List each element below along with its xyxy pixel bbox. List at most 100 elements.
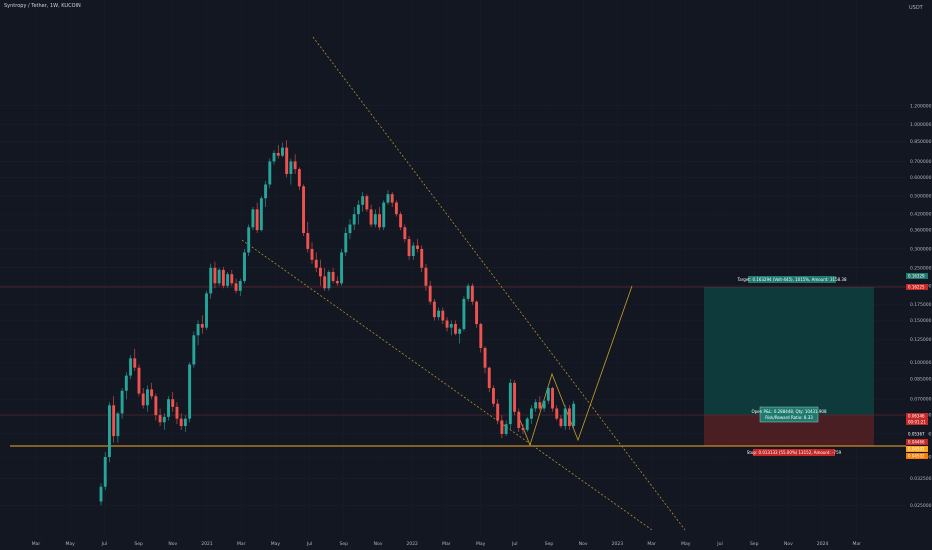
x-tick-label: May xyxy=(681,541,691,547)
candle-body xyxy=(373,214,377,225)
candle-body xyxy=(318,267,322,277)
candle-body xyxy=(335,280,339,284)
price-tag-6: 0.04466 xyxy=(908,440,925,445)
candle-body xyxy=(504,424,508,434)
candles xyxy=(99,140,576,506)
x-tick-label: Nov xyxy=(374,541,383,547)
candle-body xyxy=(179,418,183,427)
candle-body xyxy=(314,259,318,268)
candle-body xyxy=(251,209,255,228)
y-tick-label: 1.200000 xyxy=(910,103,932,109)
candle-body xyxy=(534,402,538,409)
candle-body xyxy=(424,267,428,286)
candle-body xyxy=(167,399,170,417)
x-axis: Mar May Jul Sep Nov 2021 Mar May Jul Sep Nov 2022 Ma… xyxy=(32,541,861,547)
price-tag-1-box xyxy=(906,273,928,279)
candle-body xyxy=(462,298,466,330)
entry-label-2: Risk/Reward Ratio: 8.33 xyxy=(765,415,813,420)
x-tick-label: May xyxy=(476,541,486,547)
candle-body xyxy=(525,418,529,430)
candle-body xyxy=(133,358,137,368)
candle-body xyxy=(323,276,327,289)
y-tick-label: 0.085000 xyxy=(910,377,932,383)
y-tick-label: 0.250000 xyxy=(910,265,932,271)
candle-body xyxy=(129,358,132,376)
candle-body xyxy=(331,271,335,281)
candle-body xyxy=(192,335,196,365)
candle-body xyxy=(428,285,432,302)
candle-body xyxy=(445,320,449,328)
candle-body xyxy=(487,367,491,389)
x-tick-label: 2023 xyxy=(612,541,624,547)
candle-body xyxy=(479,324,483,348)
target-label-box xyxy=(748,276,836,283)
candle-body xyxy=(120,390,124,414)
candle-body xyxy=(348,224,352,234)
candle-body xyxy=(572,403,576,427)
entry-label-1: Open P&L: 0.288448, Qty: 10431.908 xyxy=(751,409,826,414)
price-tag-1: 0.16329 xyxy=(908,274,925,279)
candle-body xyxy=(361,196,365,205)
y-tick-label: 1.000000 xyxy=(910,122,932,128)
x-tick-label: Jul xyxy=(101,541,107,547)
price-tag-4: 00:01:21 xyxy=(908,420,926,425)
chart-title: Syntropy / Tether, 1W, KUCOIN xyxy=(4,3,81,9)
x-tick-label: Jul xyxy=(716,541,722,547)
x-tick-label: Mar xyxy=(853,541,862,547)
candle-body xyxy=(369,209,373,225)
candle-body xyxy=(234,283,238,291)
price-tag-2: 0.16225 xyxy=(908,285,925,290)
y-tick-label: 0.600000 xyxy=(910,175,932,181)
candle-body xyxy=(386,194,390,203)
position-zones xyxy=(704,287,874,446)
candle-body xyxy=(449,324,453,328)
candle-body xyxy=(196,324,200,336)
y-tick-label: 0.032500 xyxy=(910,476,932,482)
candle-body xyxy=(496,403,500,421)
candle-body xyxy=(226,274,230,286)
candle-body xyxy=(137,367,141,394)
price-tag-7-box xyxy=(906,446,928,452)
candle-body xyxy=(205,293,208,328)
candle-body xyxy=(529,408,533,419)
candle-body xyxy=(302,186,306,234)
candle-body xyxy=(213,267,217,284)
x-tick-label: Sep xyxy=(750,541,759,547)
x-tick-label: 2024 xyxy=(817,541,829,547)
candle-body xyxy=(394,202,398,215)
candle-body xyxy=(327,271,331,289)
candle-body xyxy=(150,389,154,397)
x-tick-label: Jul xyxy=(511,541,517,547)
x-tick-label: Nov xyxy=(784,541,793,547)
currency-label: USDT xyxy=(909,5,923,11)
candle-body xyxy=(183,418,187,427)
candle-body xyxy=(411,245,415,257)
candle-body xyxy=(162,416,166,423)
candle-body xyxy=(141,393,145,406)
candle-body xyxy=(171,399,175,407)
candle-body xyxy=(475,301,479,325)
candle-body xyxy=(437,310,441,318)
candle-body xyxy=(264,184,268,199)
candle-body xyxy=(289,161,293,174)
candle-body xyxy=(175,406,179,419)
entry-label-box xyxy=(759,406,819,423)
candle-body xyxy=(407,239,411,257)
candle-body xyxy=(567,408,571,427)
candle-body xyxy=(285,147,289,174)
y-tick-label: 0.300000 xyxy=(910,246,932,252)
candle-body xyxy=(390,194,394,203)
y-tick-label: 0.420000 xyxy=(910,212,932,218)
candle-body xyxy=(513,382,517,412)
candle-body xyxy=(188,364,192,419)
price-tag-8: 0.04502 xyxy=(908,454,925,459)
stop-label: Stop: 0.013133 (55.00%) 13152, Amount: -… xyxy=(747,450,842,455)
candle-body xyxy=(466,285,470,299)
candle-body xyxy=(416,245,419,249)
price-tag-3-box xyxy=(906,413,928,419)
candle-body xyxy=(209,267,213,294)
candle-body xyxy=(124,375,128,391)
x-tick-label: Mar xyxy=(32,541,41,547)
upper-trendline xyxy=(312,36,686,531)
